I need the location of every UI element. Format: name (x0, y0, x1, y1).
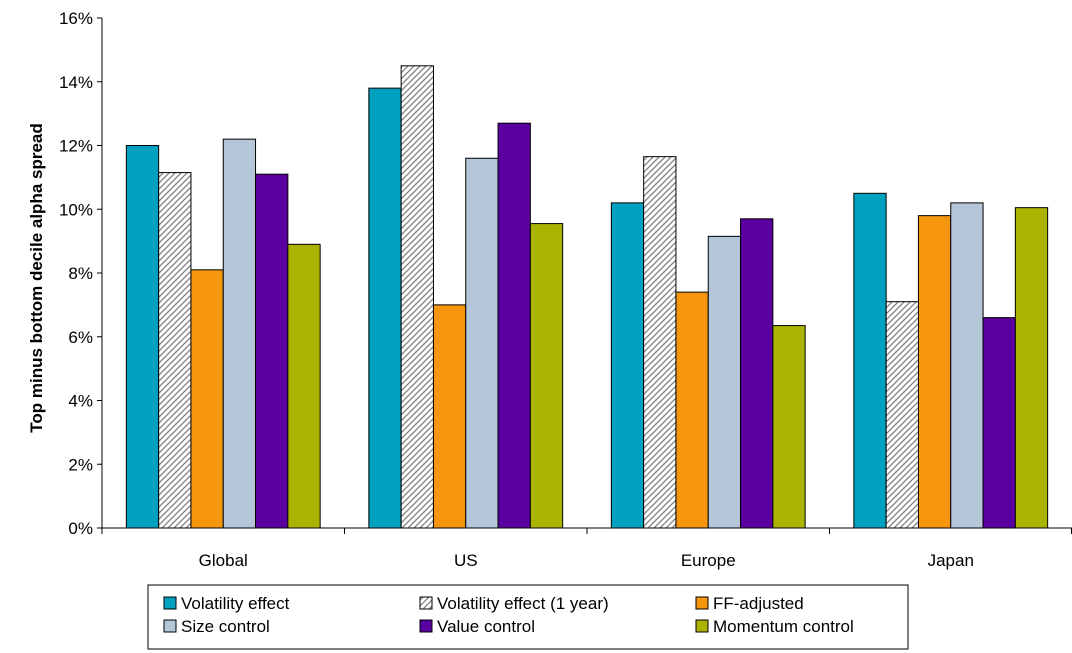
y-tick-label: 0% (68, 519, 93, 538)
y-tick-label: 8% (68, 264, 93, 283)
bar-europe-volatility-effect (610, 202, 645, 529)
bar-europe-volatility-effect-1-year (643, 156, 677, 529)
y-tick-label: 2% (68, 455, 93, 474)
y-axis-label: Top minus bottom decile alpha spread (27, 123, 46, 433)
x-tick-label-global: Global (199, 551, 248, 570)
bar-japan-size-control (950, 202, 984, 529)
bar-japan-value-control (982, 317, 1016, 529)
legend-swatch-ff-adjusted (695, 596, 709, 610)
legend-swatch-value-control (419, 619, 433, 633)
legend-swatch-size-control (163, 619, 177, 633)
bar-global-ff-adjusted (190, 269, 224, 529)
legend-label-volatility-effect: Volatility effect (181, 594, 290, 613)
x-tick-label-us: US (454, 551, 478, 570)
bar-global-volatility-effect-1-year (158, 172, 192, 529)
bar-japan-volatility-effect-1-year (885, 301, 919, 529)
bar-japan-ff-adjusted (917, 215, 952, 529)
legend-label-value-control: Value control (437, 617, 535, 636)
bar-japan-volatility-effect (853, 192, 887, 529)
bar-us-volatility-effect (368, 87, 402, 529)
bar-us-momentum-control (529, 223, 564, 529)
bar-europe-ff-adjusted (675, 291, 709, 529)
bar-global-momentum-control (287, 243, 321, 529)
x-tick-label-europe: Europe (681, 551, 736, 570)
legend-swatch-momentum-control (695, 619, 709, 633)
legend-label-volatility-effect-1-year: Volatility effect (1 year) (437, 594, 609, 613)
legend-label-ff-adjusted: FF-adjusted (713, 594, 804, 613)
bar-europe-momentum-control (772, 325, 806, 529)
bar-europe-value-control (740, 218, 774, 529)
bar-global-volatility-effect (125, 145, 160, 529)
legend-label-momentum-control: Momentum control (713, 617, 854, 636)
y-tick-label: 14% (59, 73, 93, 92)
bars (125, 65, 1049, 529)
legend-label-size-control: Size control (181, 617, 270, 636)
bar-us-size-control (465, 157, 499, 529)
legend-swatch-volatility-effect (163, 596, 177, 610)
bar-global-size-control (222, 138, 257, 529)
bar-europe-size-control (707, 235, 742, 529)
y-tick-label: 4% (68, 392, 93, 411)
legend-swatch-volatility-effect-1-year (419, 596, 433, 610)
legend: Volatility effect Volatility effect (1 ye… (147, 584, 909, 650)
bar-us-ff-adjusted (432, 304, 467, 529)
y-tick-label: 16% (59, 9, 93, 28)
y-tick-label: 12% (59, 137, 93, 156)
x-tick-label-japan: Japan (928, 551, 974, 570)
y-tick-label: 10% (59, 200, 93, 219)
axes: 0% 2% 4% 6% 8% 10% 12% 14% 16% Global US Europe Japa… (59, 9, 1072, 570)
bar-japan-momentum-control (1014, 207, 1049, 529)
bar-global-value-control (255, 173, 289, 529)
legend-box (147, 584, 909, 650)
y-tick-label: 6% (68, 328, 93, 347)
bar-us-value-control (497, 122, 531, 529)
bar-us-volatility-effect-1-year (400, 65, 434, 529)
